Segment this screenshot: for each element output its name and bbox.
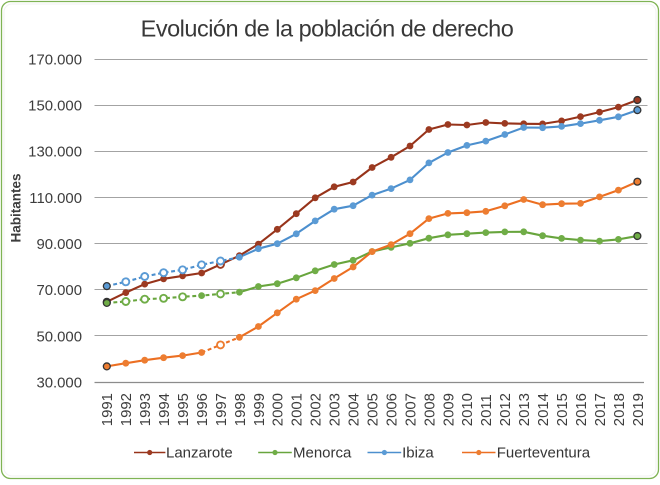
svg-text:2003: 2003 (328, 393, 344, 426)
svg-text:110.000: 110.000 (29, 191, 82, 207)
svg-text:1994: 1994 (157, 393, 173, 426)
svg-text:Menorca: Menorca (293, 445, 352, 462)
svg-text:Fuerteventura: Fuerteventura (497, 445, 591, 462)
svg-text:2018: 2018 (612, 393, 628, 426)
svg-text:2002: 2002 (309, 393, 325, 426)
svg-text:2005: 2005 (366, 393, 382, 426)
svg-text:2014: 2014 (536, 393, 552, 426)
svg-text:150.000: 150.000 (28, 99, 82, 115)
svg-text:2000: 2000 (271, 393, 287, 426)
svg-text:Habitantes: Habitantes (8, 173, 23, 242)
svg-text:2011: 2011 (479, 394, 495, 426)
svg-text:130.000: 130.000 (28, 145, 82, 161)
svg-text:2015: 2015 (555, 393, 571, 426)
svg-text:30.000: 30.000 (36, 376, 82, 392)
svg-text:Lanzarote: Lanzarote (166, 445, 233, 462)
svg-text:2010: 2010 (460, 393, 476, 426)
svg-text:Evolución de la población de d: Evolución de la población de derecho (141, 15, 514, 41)
svg-text:50.000: 50.000 (36, 329, 82, 345)
svg-text:2019: 2019 (631, 393, 647, 426)
svg-text:2004: 2004 (347, 393, 363, 426)
svg-text:2017: 2017 (593, 393, 609, 426)
svg-text:2008: 2008 (422, 393, 438, 426)
svg-text:1991: 1991 (100, 393, 116, 426)
svg-text:2001: 2001 (290, 393, 306, 426)
svg-text:90.000: 90.000 (36, 237, 82, 253)
svg-text:1992: 1992 (119, 393, 135, 426)
svg-text:1995: 1995 (176, 393, 192, 426)
svg-text:2013: 2013 (517, 393, 533, 426)
svg-text:2016: 2016 (574, 393, 590, 426)
svg-text:2007: 2007 (403, 393, 419, 426)
svg-text:1998: 1998 (233, 393, 249, 426)
svg-text:1996: 1996 (195, 393, 211, 426)
svg-text:1999: 1999 (252, 393, 268, 426)
svg-text:2012: 2012 (498, 393, 514, 426)
svg-text:2009: 2009 (441, 393, 457, 426)
svg-text:Ibiza: Ibiza (402, 445, 434, 462)
svg-text:1997: 1997 (214, 393, 230, 426)
svg-text:2006: 2006 (384, 393, 400, 426)
svg-text:70.000: 70.000 (36, 283, 82, 299)
svg-text:1993: 1993 (138, 393, 154, 426)
svg-text:170.000: 170.000 (28, 52, 82, 68)
